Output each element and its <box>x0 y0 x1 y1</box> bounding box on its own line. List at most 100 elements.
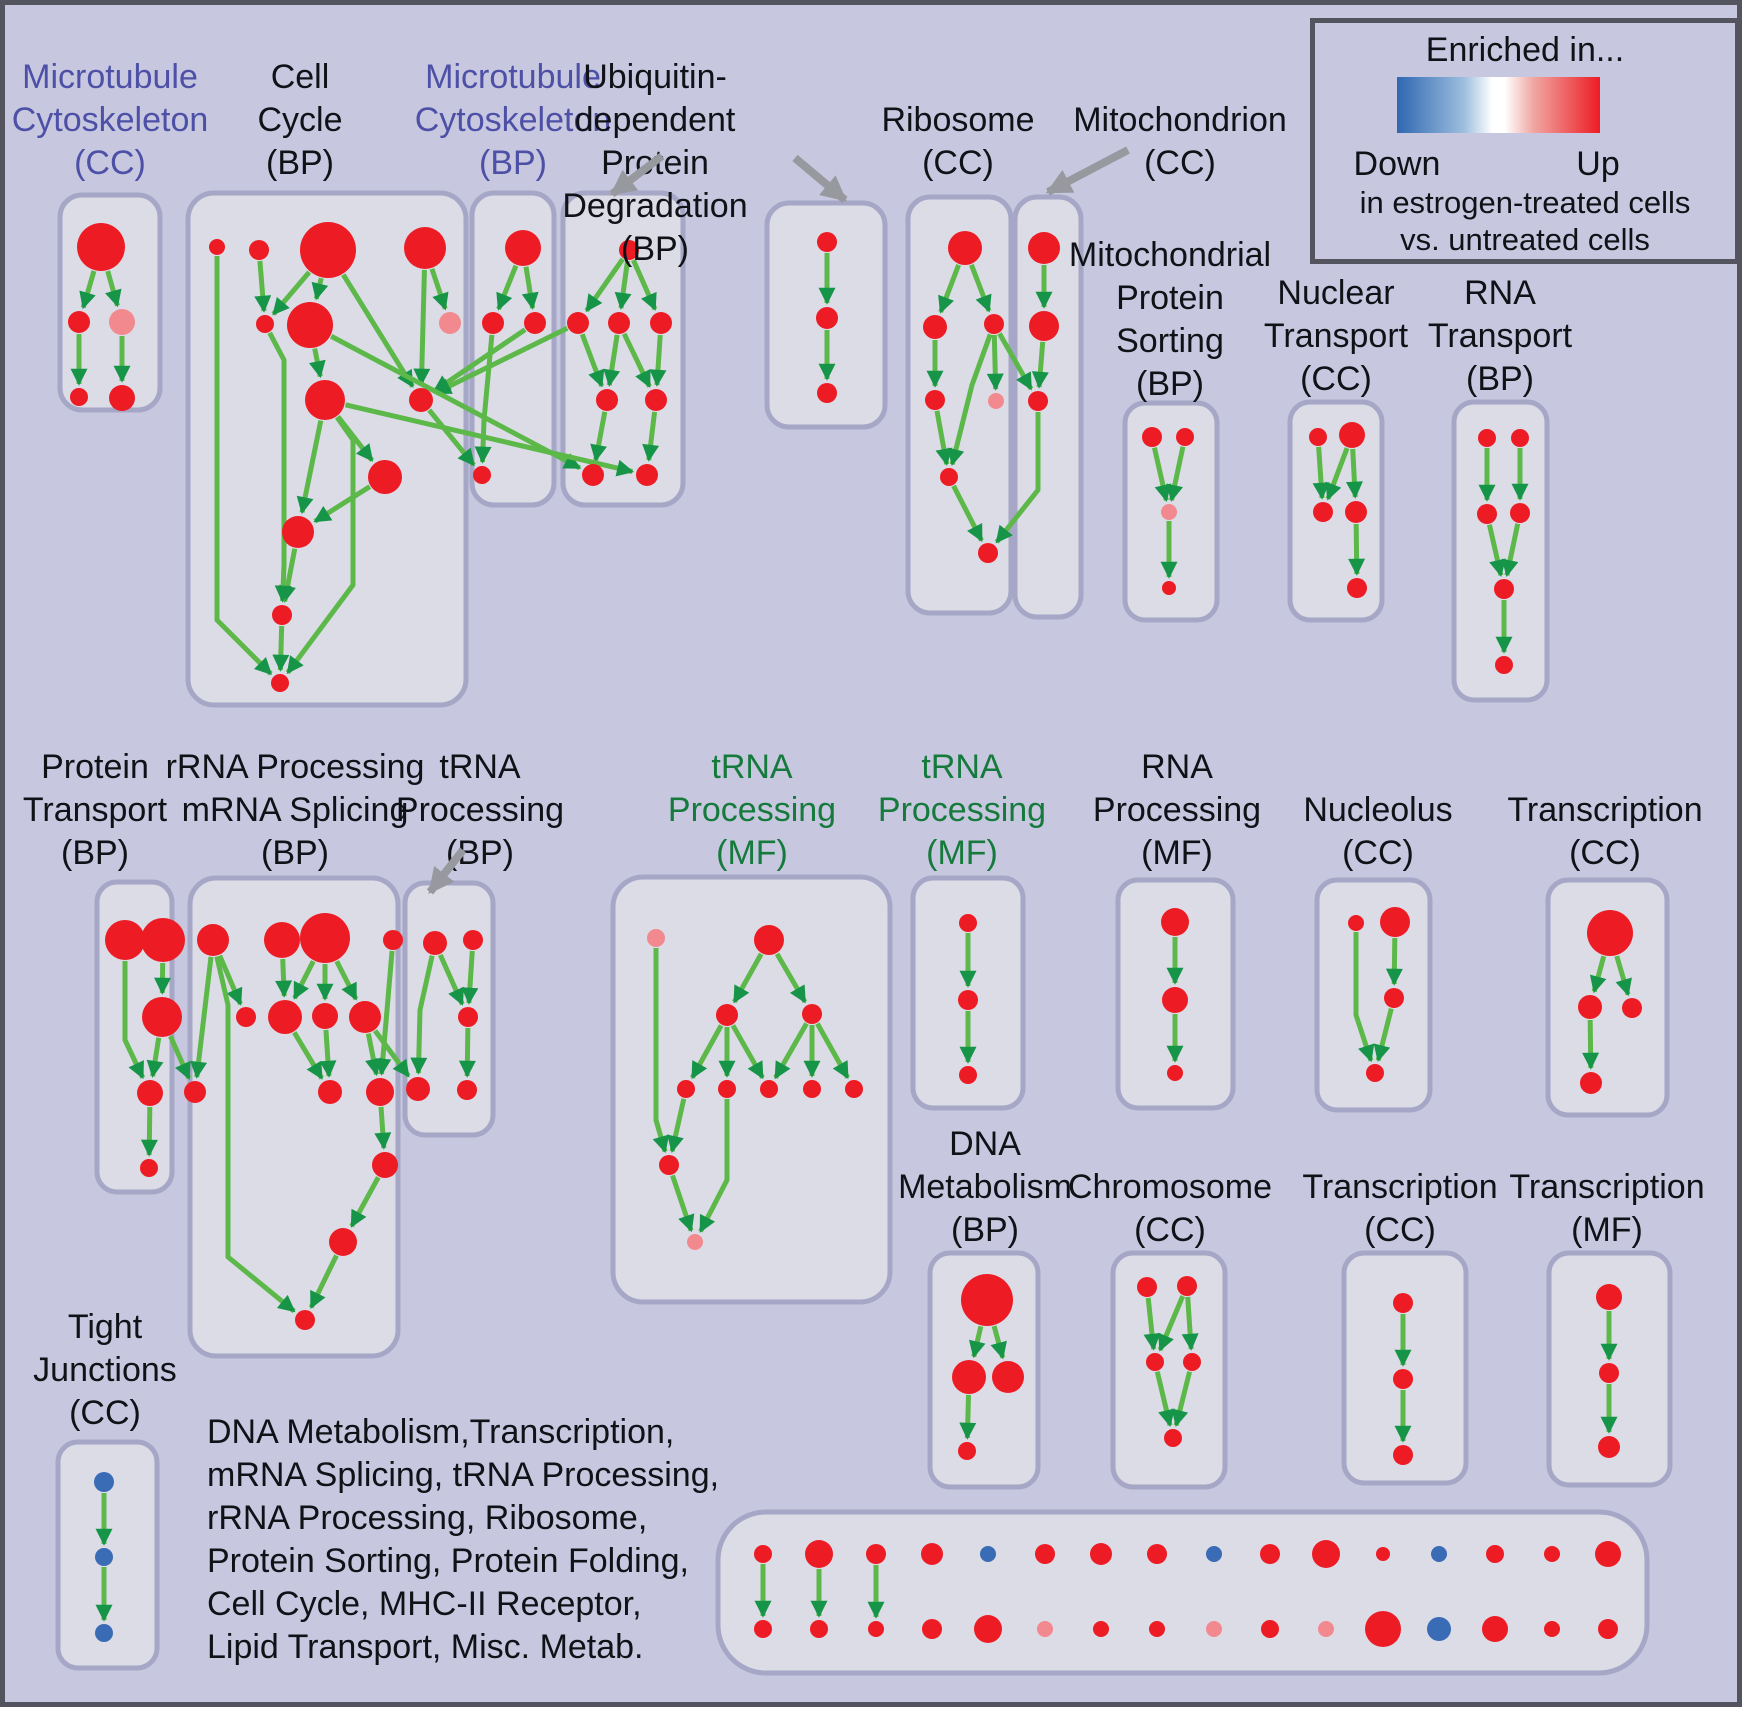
go-term-node-tj1 <box>659 1155 679 1175</box>
misc-text-line: Protein Sorting, Protein Folding, <box>207 1542 689 1580</box>
go-term-node-rm3 <box>312 1003 338 1029</box>
cluster-label-protein-transport: Protein Transport (BP) <box>23 748 168 872</box>
go-term-node-s7t <box>1090 1543 1112 1565</box>
go-term-node-nu4 <box>1366 1064 1384 1082</box>
edge-ub1-cc9 <box>433 326 569 396</box>
edge-rb1-rb3 <box>969 263 992 313</box>
go-term-node-nu3 <box>1384 988 1404 1008</box>
edge-tt3-tt5 <box>458 1027 476 1078</box>
misc-text-line: Cell Cycle, MHC-II Receptor, <box>207 1585 642 1623</box>
cluster-label-trna-mf-big: tRNA Processing (MF) <box>668 748 836 872</box>
go-term-node-tm3 <box>1598 1436 1620 1458</box>
edge-ub0-ub2 <box>614 260 632 310</box>
edge-rm4-tt4 <box>373 1029 411 1078</box>
go-term-node-dm3 <box>992 1361 1024 1393</box>
go-term-node-s3t <box>866 1544 886 1564</box>
go-term-node-tj2 <box>687 1234 703 1250</box>
go-term-node-mc3 <box>109 309 135 335</box>
legend-subtitle-line2: vs. untreated cells <box>1400 222 1650 257</box>
go-term-node-nt4 <box>1345 501 1367 523</box>
go-term-node-cc1 <box>209 239 225 255</box>
cluster-label-microtubule-bp: Microtubule Cytoskeleton (BP) <box>415 58 612 182</box>
edge-ub3-ub5 <box>649 334 667 387</box>
go-term-node-ch1 <box>1137 1277 1157 1297</box>
go-term-node-s10t <box>1260 1544 1280 1564</box>
go-term-node-s13t <box>1431 1546 1447 1562</box>
go-term-node-ub5 <box>645 389 667 411</box>
cluster-label-microtubule-cc: Microtubule Cytoskeleton (CC) <box>12 58 209 182</box>
go-term-node-tt3 <box>458 1007 478 1027</box>
go-term-node-rp2 <box>1162 987 1188 1013</box>
go-term-node-rk3 <box>295 1310 315 1330</box>
misc-cluster-description: DNA Metabolism,Transcription, mRNA Splic… <box>207 1411 719 1669</box>
go-term-node-cc4 <box>404 227 446 269</box>
edge-rr3-rm2 <box>292 960 316 1000</box>
edge-cc2-cc5 <box>254 260 272 313</box>
go-term-node-th5 <box>845 1080 863 1098</box>
edge-cc3-cc5 <box>271 270 312 316</box>
go-term-node-s15t <box>1544 1546 1560 1562</box>
go-term-node-rp3 <box>1167 1065 1183 1081</box>
go-term-node-ub0 <box>619 240 639 260</box>
go-term-node-ub4 <box>596 389 618 411</box>
edge-ub2-ub5 <box>621 332 652 389</box>
go-term-node-nt3 <box>1313 502 1333 522</box>
edge-tt2-tt3 <box>461 950 479 1005</box>
cluster-label-ribosome: Ribosome (CC) <box>881 101 1034 182</box>
edge-rr3-rm4 <box>334 960 359 1001</box>
legend-up-label: Up <box>1576 145 1620 183</box>
go-term-node-cc11 <box>282 516 314 548</box>
go-term-node-dm4 <box>958 1442 976 1460</box>
edge-nt4-nt5 <box>1348 523 1366 576</box>
go-term-node-pt1 <box>105 920 145 960</box>
go-term-node-cc7 <box>439 312 461 334</box>
edge-ub0-ub3 <box>631 259 658 311</box>
go-term-node-rb2 <box>923 315 947 339</box>
edge-ch2-ch4 <box>1181 1296 1199 1351</box>
go-term-node-cc3 <box>300 222 356 278</box>
go-term-node-ms4 <box>1162 581 1176 595</box>
edge-tg0-tj1 <box>652 948 670 1154</box>
go-term-node-nt2 <box>1339 422 1365 448</box>
go-term-node-s10b <box>1261 1620 1279 1638</box>
edge-rm2-rl1 <box>292 1031 324 1080</box>
edge-dm1-dm3 <box>990 1325 1007 1360</box>
go-term-node-s2t <box>805 1540 833 1568</box>
go-term-node-ch5 <box>1164 1429 1182 1447</box>
go-term-node-rp1 <box>1161 908 1189 936</box>
go-term-node-rm2 <box>268 1000 302 1034</box>
cluster-label-trna-mf-small: tRNA Processing (MF) <box>878 748 1046 872</box>
edge-ub4-ub6 <box>590 411 608 462</box>
cluster-label-nucleolus: Nucleolus (CC) <box>1303 791 1452 872</box>
edge-ub0-ub1 <box>584 257 625 313</box>
edge-rb3-mt3 <box>997 332 1034 391</box>
go-term-node-ub3 <box>650 312 672 334</box>
edge-tg3-th5 <box>815 1022 850 1080</box>
go-term-node-pt2 <box>141 918 185 962</box>
edge-rl2-rk1 <box>374 1106 392 1150</box>
edge-cc8-cc11 <box>296 420 324 515</box>
edge-cc3-cc9 <box>341 273 415 388</box>
cluster-box-nuclear-transport <box>1287 399 1385 623</box>
go-term-node-s3b <box>868 1621 884 1637</box>
edge-mt3-rb7 <box>994 412 1041 544</box>
go-term-node-mb2 <box>482 312 504 334</box>
edge-th1-tj1 <box>667 1098 687 1153</box>
edge-cc4-cc9 <box>413 269 431 386</box>
edge-pt3-pt5 <box>168 1035 192 1080</box>
go-term-node-s5t <box>980 1546 996 1562</box>
go-term-node-rt3 <box>1477 504 1497 524</box>
edge-rr1-rk3 <box>214 956 296 1314</box>
misc-text-line: DNA Metabolism,Transcription, <box>207 1413 675 1451</box>
go-term-node-rl2 <box>366 1078 394 1106</box>
go-term-node-s5b <box>974 1615 1002 1643</box>
misc-text-line: rRNA Processing, Ribosome, <box>207 1499 648 1537</box>
edge-cc1-cc13 <box>214 256 273 676</box>
go-term-node-nu2 <box>1380 907 1410 937</box>
go-term-node-tc3 <box>1622 998 1642 1018</box>
edge-rr1-rm1 <box>217 954 243 1006</box>
edge-rm3-rl1 <box>319 1029 337 1078</box>
edge-cc8-cc13 <box>285 415 356 675</box>
edge-mb1-mb3 <box>521 266 539 310</box>
go-term-node-s12t <box>1376 1547 1390 1561</box>
